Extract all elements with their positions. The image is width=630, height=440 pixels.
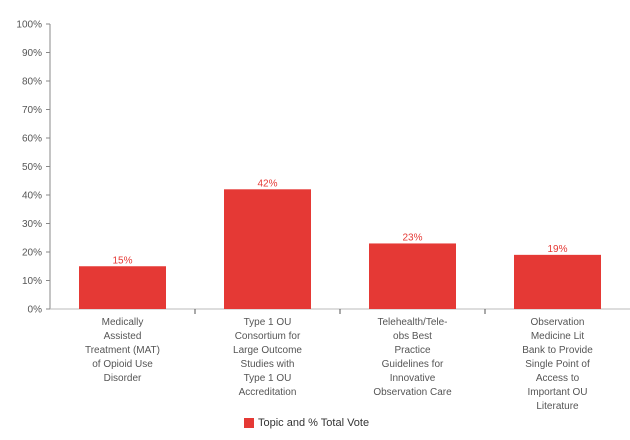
y-tick-label: 20%	[22, 248, 42, 259]
y-tick-label: 90%	[22, 48, 42, 59]
x-category-label-line: of Opioid Use	[92, 359, 153, 370]
x-category-label-line: Studies with	[241, 359, 295, 370]
data-label: 19%	[547, 244, 567, 255]
data-label: 42%	[257, 178, 277, 189]
x-category-label-line: Guidelines for	[382, 359, 444, 370]
bar	[224, 189, 311, 309]
x-category-label-line: Literature	[536, 401, 579, 412]
y-tick-label: 60%	[22, 134, 42, 145]
data-label: 15%	[112, 255, 132, 266]
legend: Topic and % Total Vote	[244, 417, 369, 429]
bar	[514, 254, 601, 309]
y-tick-label: 70%	[22, 105, 42, 116]
y-tick-label: 30%	[22, 219, 42, 230]
x-category-label-line: Type 1 OU	[244, 317, 292, 328]
x-category-label-line: Medically	[102, 317, 144, 328]
x-category-label-line: Important OU	[527, 387, 587, 398]
x-category-label-line: Medicine Lit	[531, 331, 585, 342]
y-tick-label: 50%	[22, 162, 42, 173]
x-category-label-line: Innovative	[390, 373, 436, 384]
x-category-label: Observation Medicine Lit Bank to Provide Si…	[522, 317, 593, 412]
x-category-label-line: obs Best	[393, 331, 432, 342]
x-category-label-line: Observation	[531, 317, 585, 328]
y-tick-label: 40%	[22, 191, 42, 202]
x-category-label-line: Large Outcome	[233, 345, 302, 356]
x-category-label-line: Single Point of	[525, 359, 590, 370]
x-category-label-line: Practice	[394, 345, 431, 356]
data-label: 23%	[402, 232, 422, 243]
legend-label: Topic and % Total Vote	[258, 417, 370, 429]
y-tick-label: 0%	[28, 305, 43, 316]
legend-swatch	[244, 418, 254, 428]
x-category-label: Telehealth/Tele-obs Best Practice Guidelin…	[373, 317, 452, 398]
x-category-label-line: Consortium for	[235, 331, 301, 342]
x-category-label-line: Disorder	[104, 373, 142, 384]
x-category-label-line: Access to	[536, 373, 580, 384]
bar	[79, 266, 166, 309]
x-category-label: Medically Assisted Treatment (MAT) of Opioi…	[85, 317, 160, 384]
x-category-label-line: Treatment (MAT)	[85, 345, 160, 356]
x-category-label-line: Type 1 OU	[244, 373, 292, 384]
y-tick-label: 10%	[22, 276, 42, 287]
x-category-label-line: Bank to Provide	[522, 345, 593, 356]
x-category-label: Type 1 OU Consortium for Large Outcome Stud…	[233, 317, 302, 398]
bar	[369, 243, 456, 309]
y-tick-label: 100%	[16, 20, 42, 31]
y-tick-label: 80%	[22, 77, 42, 88]
x-category-label-line: Telehealth/Tele-	[377, 317, 447, 328]
x-category-label-line: Accreditation	[239, 387, 297, 398]
x-category-label-line: Observation Care	[373, 387, 452, 398]
x-category-label-line: Assisted	[104, 331, 142, 342]
